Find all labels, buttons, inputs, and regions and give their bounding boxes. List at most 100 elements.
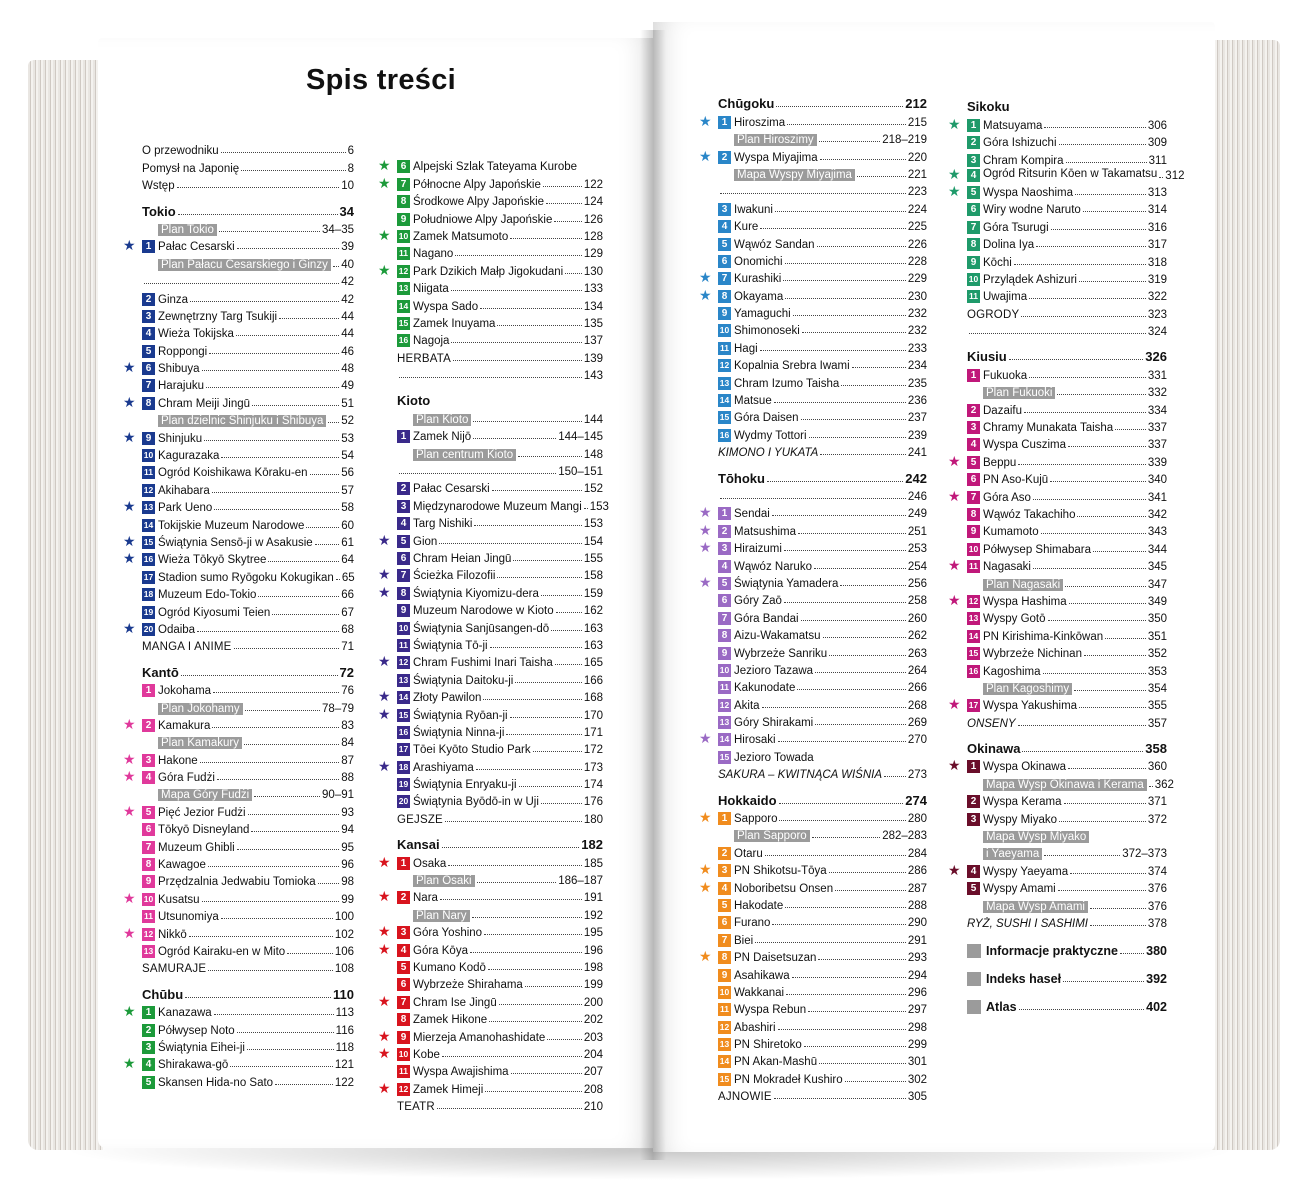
toc-map-entry[interactable]: Plan Nary 192	[397, 904, 603, 922]
toc-entry[interactable]: 16 Kagoshima 353	[967, 660, 1167, 678]
toc-entry[interactable]: ★ 8 Świątynia Kiyomizu-dera 159	[378, 582, 603, 600]
toc-entry[interactable]: 15 PN Mokradeł Kushiro 302	[718, 1068, 927, 1086]
toc-entry[interactable]: Wstęp 10	[142, 175, 354, 192]
toc-entry[interactable]: 5 Wąwóz Sandan 226	[718, 233, 927, 251]
toc-entry[interactable]: 8 Zamek Hikone 202	[397, 1009, 603, 1027]
toc-entry[interactable]: ★ 10 Kobe 204	[378, 1044, 603, 1061]
toc-entry[interactable]: ★ 6 Shibuya 48	[123, 358, 354, 376]
toc-map-entry[interactable]: Plan dzielnic Shinjuku i Shibuya 52	[142, 410, 354, 428]
toc-entry[interactable]: ★ 14 Złoty Pawilon 168	[378, 687, 603, 705]
toc-entry[interactable]: ★ 12 Chram Fushimi Inari Taisha 165	[378, 652, 603, 670]
toc-entry[interactable]: ★ 12 Zamek Himeji 208	[378, 1078, 603, 1096]
toc-entry[interactable]: 4 Wieża Tokijska 44	[142, 323, 354, 341]
toc-entry[interactable]: ★ 1 Sendai 249	[699, 503, 927, 521]
toc-entry[interactable]: ★ 5 Świątynia Yamadera 256	[699, 573, 927, 590]
toc-map-entry[interactable]: Plan centrum Kioto 148	[397, 443, 603, 461]
toc-entry[interactable]: 11 Nagano 129	[397, 243, 603, 261]
toc-entry[interactable]: ★ 12 Park Dzikich Małp Jigokudani 130	[378, 260, 603, 278]
toc-entry[interactable]: 8 Środkowe Alpy Japońskie 124	[397, 191, 603, 209]
toc-entry[interactable]: 8 Wąwóz Takachiho 342	[967, 504, 1167, 521]
toc-entry[interactable]: ★ 7 Góra Aso 341	[948, 486, 1167, 504]
toc-entry[interactable]: SAKURA – KWITNĄCA WIŚNIA 273	[718, 764, 927, 781]
toc-entry[interactable]: 9 Wybrzeże Sanriku 263	[718, 642, 927, 660]
toc-entry[interactable]: ★ 17 Wyspa Yakushima 355	[948, 695, 1167, 713]
toc-section-heading[interactable]: Kansai 182	[397, 835, 603, 852]
toc-entry[interactable]: ONSENY 357	[967, 712, 1167, 730]
toc-entry[interactable]: ★ 12 Wyspa Hashima 349	[948, 591, 1167, 608]
toc-entry[interactable]: 16 Nagoja 137	[397, 330, 603, 348]
toc-entry[interactable]: 11 Kakunodate 266	[718, 677, 927, 695]
toc-entry[interactable]: GEJSZE 180	[397, 808, 603, 826]
toc-entry[interactable]: ★ 11 Nagasaki 345	[948, 556, 1167, 574]
toc-entry[interactable]: 13 Góry Shirakami 269	[718, 712, 927, 730]
toc-entry[interactable]: 20 Świątynia Byōdō-in w Uji 176	[397, 791, 603, 809]
toc-entry[interactable]: 7 Góra Bandai 260	[718, 607, 927, 625]
toc-entry[interactable]: ★ 2 Matsushima 251	[699, 520, 927, 538]
toc-entry[interactable]: 19 Ogród Kiyosumi Teien 67	[142, 601, 354, 619]
toc-map-entry[interactable]: Plan Kamakury 84	[142, 732, 354, 750]
toc-section-heading[interactable]: Sikoku	[967, 97, 1167, 114]
toc-entry[interactable]: 8 Aizu-Wakamatsu 262	[718, 625, 927, 643]
toc-entry[interactable]: ★ 4 Góra Fudżi 88	[123, 767, 354, 785]
toc-entry[interactable]: ★ 4 Góra Kōya 196	[378, 939, 603, 957]
toc-map-entry[interactable]: i Yaeyama 372–373	[967, 843, 1167, 861]
toc-entry[interactable]: 15 Góra Daisen 237	[718, 407, 927, 425]
toc-section-heading[interactable]: Okinawa 358	[967, 739, 1167, 756]
toc-entry[interactable]: 11 Wyspa Awajishima 207	[397, 1061, 603, 1079]
toc-map-entry[interactable]: Plan Kagoshimy 354	[967, 678, 1167, 695]
toc-entry[interactable]: ★ 5 Beppu 339	[948, 451, 1167, 469]
toc-entry[interactable]: Atlas 402	[967, 992, 1167, 1014]
toc-entry[interactable]: 9 Kumamoto 343	[967, 521, 1167, 539]
toc-entry[interactable]: SAMURAJE 108	[142, 958, 354, 975]
toc-section-heading[interactable]: Kiusiu 326	[967, 347, 1167, 364]
toc-map-entry[interactable]: Mapa Góry Fudżi 90–91	[142, 784, 354, 802]
toc-entry[interactable]: 6 Wiry wodne Naruto 314	[967, 199, 1167, 217]
toc-entry[interactable]: ★ 1 Kanazawa 113	[123, 1002, 354, 1020]
toc-entry[interactable]: ★ 13 Park Ueno 58	[123, 497, 354, 515]
toc-entry[interactable]: 14 PN Kirishima-Kinkōwan 351	[967, 625, 1167, 643]
toc-entry[interactable]: 5 Hakodate 288	[718, 895, 927, 912]
toc-map-entry[interactable]: Plan Tokio 34–35	[142, 219, 354, 236]
toc-entry[interactable]: 15 Zamek Inuyama 135	[397, 313, 603, 330]
toc-map-entry[interactable]: Plan Osaki 186–187	[397, 870, 603, 888]
toc-entry[interactable]: 10 Jezioro Tazawa 264	[718, 660, 927, 677]
toc-entry[interactable]: ★ 15 Świątynia Ryōan-ji 170	[378, 704, 603, 722]
toc-entry[interactable]: MANGA I ANIME 71	[142, 636, 354, 653]
toc-map-entry[interactable]: Plan Hiroszimy 218–219	[718, 129, 927, 147]
toc-map-entry[interactable]: Mapa Wysp Okinawa i Kerama 362	[967, 773, 1174, 791]
toc-map-entry[interactable]: Plan Jokohamy 78–79	[142, 697, 354, 715]
toc-entry[interactable]: 4 Wąwóz Naruko 254	[718, 555, 927, 573]
toc-entry[interactable]: Indeks haseł 392	[967, 964, 1167, 986]
toc-entry[interactable]: ★ 1 Osaka 185	[378, 852, 603, 870]
toc-entry[interactable]: 14 Matsue 236	[718, 390, 927, 408]
toc-entry[interactable]: 143	[397, 365, 603, 382]
toc-entry[interactable]: ★ 4 Shirakawa-gō 121	[123, 1054, 354, 1072]
toc-entry[interactable]: ★ 5 Pięć Jezior Fudżi 93	[123, 801, 354, 819]
toc-map-entry[interactable]: Plan Fukuoki 332	[967, 382, 1167, 400]
toc-entry[interactable]: 16 Świątynia Ninna-ji 171	[397, 722, 603, 739]
toc-entry[interactable]: 13 Niigata 133	[397, 278, 603, 296]
toc-entry[interactable]: O przewodniku 6	[142, 140, 354, 157]
toc-entry[interactable]: 6 Chram Heian Jingū 155	[397, 548, 603, 565]
toc-entry[interactable]: 10 Wakkanai 296	[718, 982, 927, 999]
toc-entry[interactable]: ★ 7 Północne Alpy Japońskie 122	[378, 173, 603, 191]
toc-entry[interactable]: 6 Tōkyō Disneyland 94	[142, 819, 354, 837]
toc-map-entry[interactable]: Mapa Wysp Amami 376	[967, 895, 1167, 913]
toc-entry[interactable]: ★ 20 Odaiba 68	[123, 619, 354, 636]
toc-entry[interactable]: 3 Wyspy Miyako 372	[967, 808, 1167, 826]
toc-entry[interactable]: 7 Harajuku 49	[142, 375, 354, 393]
toc-entry[interactable]: ★ 6 Alpejski Szlak Tateyama Kurobe	[378, 156, 603, 174]
toc-section-heading[interactable]: Kantō 72	[142, 662, 354, 680]
toc-entry[interactable]: ★ 7 Kurashiki 229	[699, 268, 927, 286]
toc-entry[interactable]: ★ 10 Kusatsu 99	[123, 888, 354, 906]
toc-entry[interactable]: 246	[718, 486, 927, 503]
toc-entry[interactable]: 13 Wyspy Gotō 350	[967, 608, 1167, 626]
toc-entry[interactable]: 223	[718, 181, 927, 198]
toc-entry[interactable]: 9 Asahikawa 294	[718, 964, 927, 982]
toc-entry[interactable]: 7 Biei 291	[718, 929, 927, 947]
toc-section-heading[interactable]: Tōhoku 242	[718, 468, 927, 486]
toc-entry[interactable]: HERBATA 139	[397, 347, 603, 365]
toc-entry[interactable]: ★ 8 Chram Meiji Jingū 51	[123, 392, 354, 410]
toc-entry[interactable]: 5 Roppongi 46	[142, 340, 354, 358]
toc-entry[interactable]: ★ 2 Wyspa Miyajima 220	[699, 146, 927, 164]
